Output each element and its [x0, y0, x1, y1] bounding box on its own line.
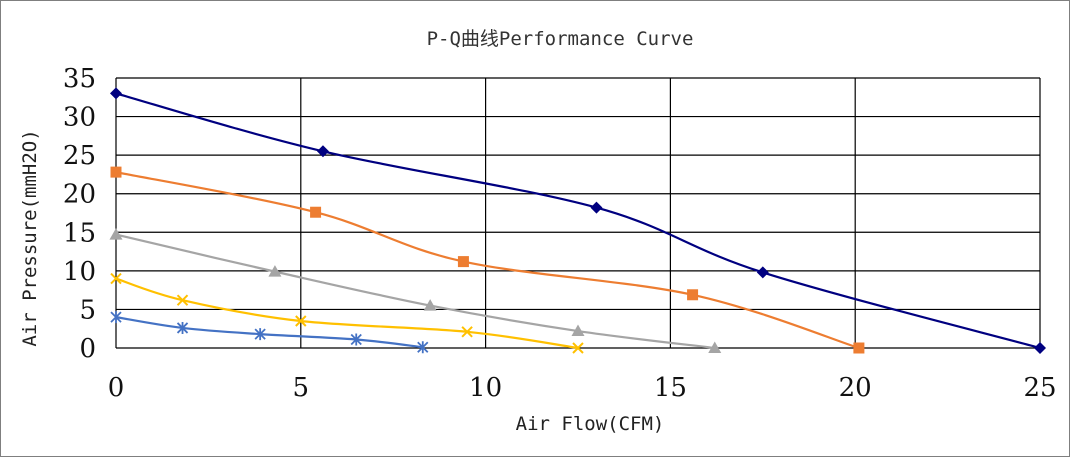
- series-3-point-1: [109, 228, 123, 240]
- x-tick-label-10: 10: [469, 373, 502, 403]
- y-tick-label-20: 20: [63, 180, 96, 210]
- series-1-point-5: [1034, 342, 1046, 354]
- series-4: [110, 272, 584, 354]
- series-4-point-3: [295, 315, 307, 327]
- series-group: [109, 87, 1046, 354]
- series-5-point-4: [350, 333, 362, 346]
- series-1-point-1: [110, 87, 122, 100]
- series-1: [110, 87, 1046, 354]
- series-3-point-4: [571, 324, 585, 337]
- series-3-point-3: [423, 299, 437, 311]
- y-axis-label: Air Pressure(mmH2O): [19, 129, 41, 346]
- tick-labels: 0 5 10 15 20 25 30 35 0 5 10 15 20 25: [63, 64, 1057, 403]
- series-5-point-1: [110, 311, 122, 324]
- series-1-point-3: [590, 201, 603, 214]
- y-tick-label-10: 10: [63, 257, 96, 287]
- series-3-point-2: [268, 265, 282, 277]
- series-1-point-4: [756, 266, 769, 279]
- x-tick-label-0: 0: [108, 373, 125, 403]
- series-2-point-2: [310, 206, 322, 218]
- series-4-point-1: [110, 272, 122, 285]
- y-tick-label-5: 5: [79, 295, 96, 325]
- series-4-line: [115, 277, 579, 350]
- series-5-point-2: [176, 321, 189, 334]
- y-tick-label-30: 30: [63, 103, 96, 133]
- series-4-point-2: [176, 294, 189, 306]
- y-tick-label-0: 0: [79, 334, 96, 364]
- series-2: [110, 166, 865, 354]
- series-1-point-2: [316, 145, 329, 158]
- series-5-point-3: [254, 328, 266, 341]
- grid: [115, 77, 1041, 349]
- series-3: [109, 228, 722, 353]
- y-tick-label-15: 15: [63, 218, 96, 248]
- series-2-point-1: [110, 166, 122, 178]
- series-2-point-3: [457, 256, 469, 268]
- x-tick-label-25: 25: [1023, 373, 1056, 403]
- x-tick-label-5: 5: [293, 373, 310, 403]
- y-tick-label-35: 35: [63, 64, 96, 94]
- x-axis-label: Air Flow(CFM): [516, 413, 665, 435]
- series-5: [110, 311, 429, 354]
- series-3-point-5: [708, 341, 722, 353]
- series-4-point-4: [461, 326, 473, 338]
- series-5-line: [115, 316, 423, 349]
- series-5-point-5: [417, 341, 429, 354]
- chart-title: P-Q曲线Performance Curve: [426, 28, 694, 50]
- series-4-point-5: [572, 342, 584, 354]
- x-tick-label-15: 15: [654, 373, 687, 403]
- y-tick-label-25: 25: [63, 141, 96, 171]
- series-2-point-4: [687, 289, 699, 301]
- x-tick-label-20: 20: [839, 373, 872, 403]
- series-2-point-5: [853, 342, 865, 354]
